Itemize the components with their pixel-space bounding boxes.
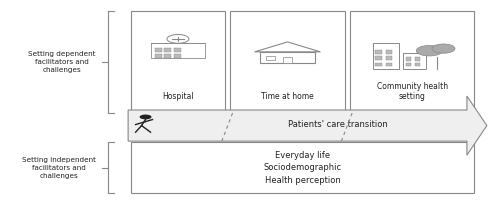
Circle shape [167,35,189,43]
Circle shape [432,44,455,53]
Circle shape [140,115,151,119]
Bar [386,50,392,54]
Bar [154,48,162,52]
Text: Time at home: Time at home [261,92,314,101]
Bar [416,57,420,61]
Bar [260,52,315,63]
Bar [174,54,182,58]
Bar [164,54,172,58]
Polygon shape [128,96,487,155]
Bar [130,11,226,113]
Text: Hospital: Hospital [162,92,194,101]
Bar [386,63,392,66]
Bar [386,56,392,60]
Bar [283,57,292,63]
Bar [230,11,345,113]
Bar [402,53,426,69]
Bar [406,63,411,66]
Bar [266,56,275,60]
Bar [376,63,382,66]
Bar [130,142,474,193]
Bar [416,63,420,66]
Text: Everyday life
Sociodemographic
Health perception: Everyday life Sociodemographic Health pe… [264,151,342,185]
Bar [164,48,172,52]
Bar [150,43,206,58]
Bar [406,57,411,61]
Text: Setting dependent
facilitators and
challenges: Setting dependent facilitators and chall… [28,51,96,73]
Polygon shape [254,42,320,52]
Bar [373,43,399,69]
Text: Setting independent
facilitators and
challenges: Setting independent facilitators and cha… [22,157,96,179]
Bar [376,56,382,60]
Bar [174,48,182,52]
Text: Community health
setting: Community health setting [376,82,448,101]
Text: Patients' care transition: Patients' care transition [288,120,388,129]
Bar [350,11,474,113]
Circle shape [416,45,442,56]
Bar [154,54,162,58]
Bar [376,50,382,54]
